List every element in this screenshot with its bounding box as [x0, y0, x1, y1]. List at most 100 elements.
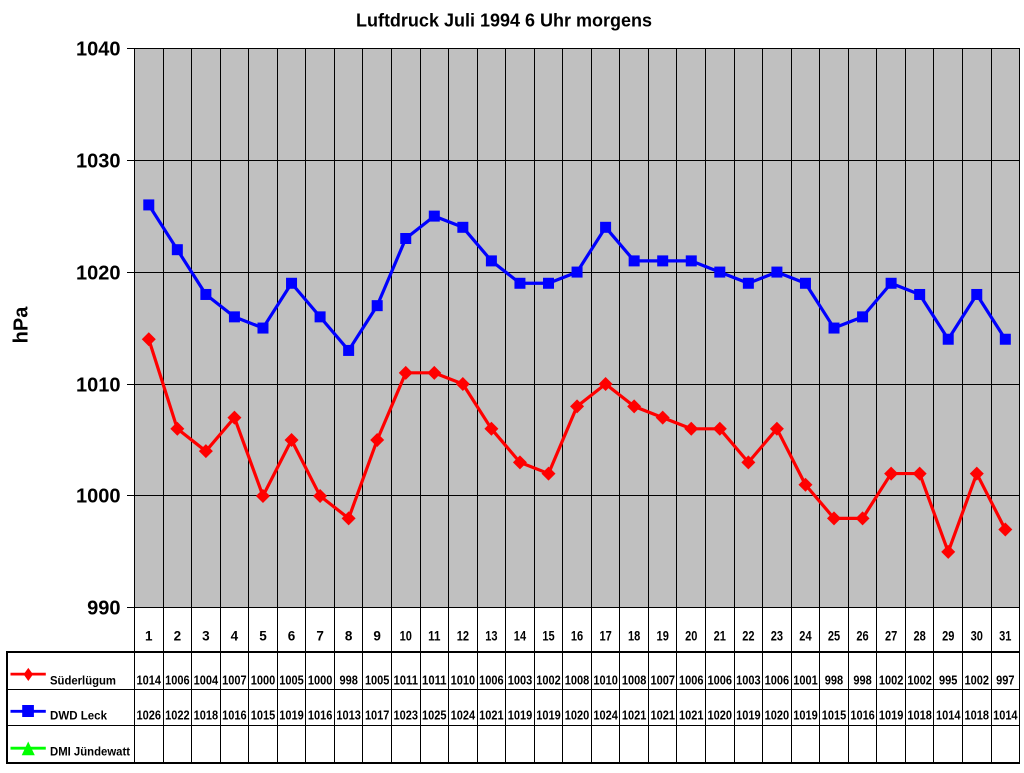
svg-text:2: 2 [174, 628, 182, 643]
svg-text:990: 990 [87, 598, 120, 620]
svg-text:1024: 1024 [593, 708, 618, 723]
svg-text:1021: 1021 [479, 708, 504, 723]
svg-text:1010: 1010 [76, 375, 121, 397]
svg-text:27: 27 [885, 628, 897, 643]
svg-text:hPa: hPa [11, 306, 33, 344]
svg-text:1030: 1030 [76, 151, 121, 173]
svg-text:3: 3 [202, 628, 210, 643]
svg-text:29: 29 [942, 628, 954, 643]
svg-text:1025: 1025 [422, 708, 447, 723]
svg-text:9: 9 [373, 628, 381, 643]
svg-text:18: 18 [628, 628, 641, 643]
svg-text:1022: 1022 [165, 708, 190, 723]
svg-text:1020: 1020 [765, 708, 790, 723]
svg-text:1007: 1007 [650, 673, 675, 688]
svg-text:1021: 1021 [622, 708, 647, 723]
svg-text:995: 995 [939, 673, 957, 688]
svg-text:23: 23 [771, 628, 784, 643]
svg-text:22: 22 [742, 628, 754, 643]
svg-text:1026: 1026 [137, 708, 162, 723]
svg-text:998: 998 [853, 673, 871, 688]
svg-text:1020: 1020 [708, 708, 733, 723]
svg-text:1011: 1011 [393, 673, 418, 688]
svg-text:998: 998 [825, 673, 843, 688]
svg-text:1018: 1018 [965, 708, 990, 723]
svg-text:1013: 1013 [336, 708, 361, 723]
svg-text:1014: 1014 [993, 708, 1018, 723]
svg-text:10: 10 [400, 628, 412, 643]
svg-text:1020: 1020 [76, 263, 121, 285]
svg-text:1004: 1004 [194, 673, 219, 688]
svg-text:7: 7 [316, 628, 324, 643]
svg-text:1000: 1000 [251, 673, 276, 688]
svg-text:1001: 1001 [793, 673, 818, 688]
svg-text:1019: 1019 [736, 708, 761, 723]
svg-text:1002: 1002 [907, 673, 932, 688]
svg-text:6: 6 [288, 628, 296, 643]
svg-text:24: 24 [799, 628, 812, 643]
svg-text:13: 13 [485, 628, 498, 643]
svg-text:26: 26 [856, 628, 869, 643]
svg-text:997: 997 [996, 673, 1014, 688]
svg-text:DMI Jündewatt: DMI Jündewatt [50, 745, 130, 759]
svg-text:1007: 1007 [222, 673, 247, 688]
svg-text:4: 4 [231, 628, 239, 643]
svg-text:30: 30 [971, 628, 983, 643]
svg-text:1019: 1019 [279, 708, 304, 723]
svg-text:31: 31 [999, 628, 1012, 643]
svg-text:1010: 1010 [593, 673, 618, 688]
svg-text:5: 5 [259, 628, 267, 643]
svg-text:11: 11 [428, 628, 441, 643]
svg-text:1003: 1003 [508, 673, 533, 688]
svg-text:DWD Leck: DWD Leck [50, 709, 107, 723]
svg-text:20: 20 [685, 628, 697, 643]
svg-text:25: 25 [828, 628, 841, 643]
svg-text:21: 21 [714, 628, 727, 643]
svg-text:1006: 1006 [765, 673, 790, 688]
svg-text:1020: 1020 [565, 708, 590, 723]
svg-text:19: 19 [657, 628, 669, 643]
svg-text:8: 8 [345, 628, 353, 643]
svg-text:1010: 1010 [451, 673, 476, 688]
svg-text:1016: 1016 [308, 708, 333, 723]
svg-text:28: 28 [914, 628, 927, 643]
svg-text:1006: 1006 [479, 673, 504, 688]
svg-text:1015: 1015 [251, 708, 276, 723]
svg-text:1016: 1016 [222, 708, 247, 723]
svg-text:Süderlügum: Süderlügum [50, 674, 116, 688]
svg-text:1002: 1002 [879, 673, 904, 688]
svg-text:12: 12 [457, 628, 469, 643]
svg-text:1: 1 [145, 628, 153, 643]
svg-text:1016: 1016 [850, 708, 875, 723]
svg-text:1000: 1000 [308, 673, 333, 688]
svg-text:1005: 1005 [365, 673, 390, 688]
svg-text:1019: 1019 [879, 708, 904, 723]
svg-text:1006: 1006 [165, 673, 190, 688]
svg-text:1018: 1018 [194, 708, 219, 723]
svg-text:1019: 1019 [508, 708, 533, 723]
svg-text:14: 14 [514, 628, 527, 643]
svg-text:1019: 1019 [793, 708, 818, 723]
svg-text:1018: 1018 [907, 708, 932, 723]
svg-text:16: 16 [571, 628, 584, 643]
svg-text:1014: 1014 [936, 708, 961, 723]
svg-text:1003: 1003 [736, 673, 761, 688]
svg-text:17: 17 [599, 628, 611, 643]
svg-text:1006: 1006 [679, 673, 704, 688]
svg-text:1019: 1019 [536, 708, 561, 723]
svg-text:1023: 1023 [393, 708, 418, 723]
svg-text:Luftdruck Juli 1994 6 Uhr morg: Luftdruck Juli 1994 6 Uhr morgens [356, 11, 652, 31]
svg-text:1017: 1017 [365, 708, 390, 723]
svg-text:1006: 1006 [708, 673, 733, 688]
svg-text:1008: 1008 [622, 673, 647, 688]
svg-text:1024: 1024 [451, 708, 476, 723]
svg-text:1008: 1008 [565, 673, 590, 688]
svg-text:1014: 1014 [137, 673, 162, 688]
svg-text:1040: 1040 [76, 39, 121, 61]
svg-text:1000: 1000 [76, 486, 121, 508]
svg-text:998: 998 [339, 673, 357, 688]
svg-text:1011: 1011 [422, 673, 447, 688]
svg-text:1015: 1015 [822, 708, 847, 723]
svg-text:1021: 1021 [650, 708, 675, 723]
svg-text:1002: 1002 [965, 673, 990, 688]
